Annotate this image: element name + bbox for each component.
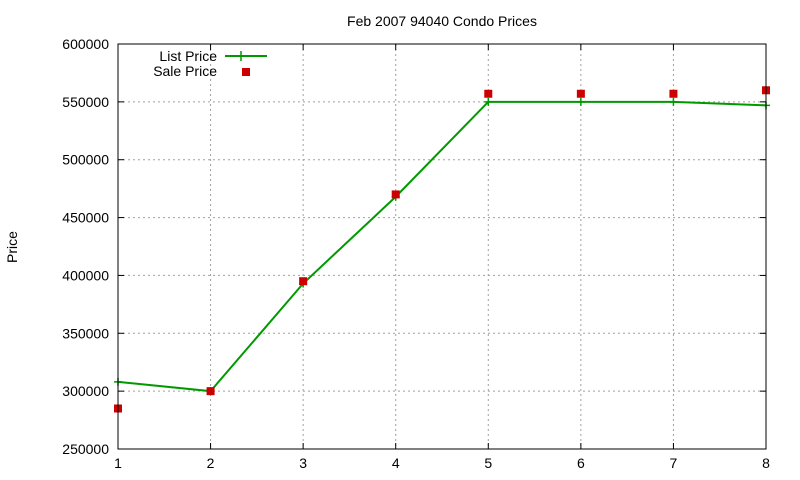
y-tick-label: 400000 [62, 267, 109, 283]
series-line-list-price [117, 100, 767, 393]
data-point-list-price [484, 97, 493, 106]
data-point-list-price [576, 97, 585, 106]
legend-entry-sale-price: Sale Price [153, 63, 250, 79]
y-tick-label: 550000 [62, 94, 109, 110]
plot-frame [117, 43, 767, 450]
x-tick-label: 8 [762, 455, 770, 471]
x-tick-label: 2 [207, 455, 215, 471]
x-tick-label: 4 [392, 455, 400, 471]
ticks-layer: 1 2 3 4 5 6 7 8 250000 300000 350000 400000 450000 50… [62, 36, 770, 471]
x-tick-label: 3 [299, 455, 307, 471]
x-tick-label: 7 [670, 455, 678, 471]
legend-label-list-price: List Price [159, 48, 217, 64]
series-layer [114, 86, 770, 413]
y-axis-label: Price [4, 231, 20, 263]
legend-label-sale-price: Sale Price [153, 63, 217, 79]
y-tick-label: 300000 [62, 383, 109, 399]
y-tick-label: 600000 [62, 36, 109, 52]
x-tick-label: 5 [484, 455, 492, 471]
data-point-sale-price [576, 89, 585, 98]
data-point-sale-price [299, 277, 308, 286]
x-tick-label: 6 [577, 455, 585, 471]
y-tick-label: 350000 [62, 325, 109, 341]
legend-swatch-list-price-marker [236, 51, 246, 61]
legend-swatch-sale-price-marker [242, 68, 250, 76]
data-point-sale-price [484, 89, 493, 98]
x-tick-label: 1 [114, 455, 122, 471]
legend: List Price Sale Price [153, 48, 267, 79]
y-tick-label: 500000 [62, 152, 109, 168]
data-point-sale-price [669, 89, 678, 98]
grid-layer [118, 44, 766, 449]
legend-entry-list-price: List Price [159, 48, 267, 64]
data-point-list-price [669, 97, 678, 106]
y-tick-label: 250000 [62, 441, 109, 457]
y-tick-label: 450000 [62, 210, 109, 226]
data-point-sale-price [206, 387, 215, 396]
data-point-sale-price [391, 190, 400, 199]
chart-title: Feb 2007 94040 Condo Prices [347, 13, 537, 29]
